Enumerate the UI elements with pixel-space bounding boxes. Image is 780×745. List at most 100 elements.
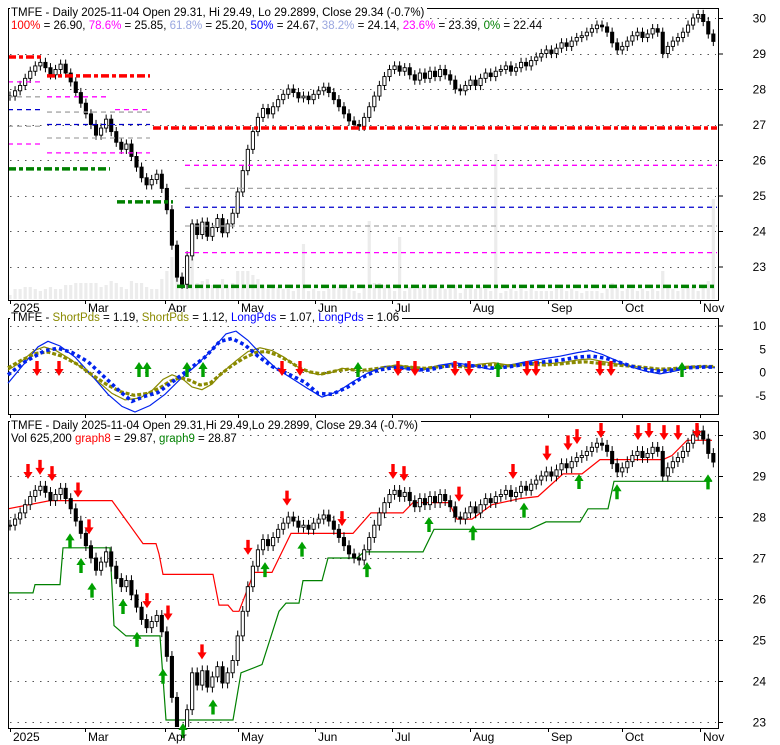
volume-bar [671,289,675,299]
sell-signal-arrow [464,361,474,376]
candle-body [93,124,99,136]
candle-body [336,528,341,538]
volume-bar [215,285,220,299]
sell-signal-arrow [692,423,702,438]
panel2-title: TMFE - ShortPds = 1.19, ShortPds = 1.12,… [10,312,403,325]
candle-body [503,65,508,70]
volume-bar [534,291,538,299]
y-axis-label: 23 [753,716,767,730]
sell-signal-arrow [542,445,552,461]
x-axis-label: Jul [395,730,410,744]
candle-body [235,191,240,214]
candle-body [306,95,311,101]
candle-body [417,498,422,508]
candle-body [63,487,68,499]
volume-bar [357,293,361,299]
legend-segment: 100% [11,20,41,32]
volume-bar [13,289,17,299]
volume-bar [661,271,665,299]
candle-body [139,166,144,179]
candle-body [154,614,159,623]
candle-body [529,60,534,67]
sell-signal-arrow [197,644,207,660]
legend-segment: Vol 625,200 [11,433,75,445]
volume-bar [155,289,159,299]
candle-body [68,498,73,510]
candle-body [78,520,83,534]
candle-body [18,512,23,520]
volume-bar [9,295,12,299]
candle-body [427,70,433,79]
candle-body [215,218,220,228]
candle-body [215,666,220,678]
candle-body [594,442,600,448]
x-axis-label: Oct [625,301,644,315]
candle-body [594,24,600,30]
candle-body [114,565,119,579]
candle-body [392,489,397,495]
candle-body [432,70,438,78]
candle-body [230,660,235,674]
candle-body [473,506,478,514]
candle-body [645,453,650,459]
candle-body [331,520,336,530]
volume-bar [322,291,326,299]
buy-signal-arrow [134,362,144,377]
candle-body [443,494,448,502]
volume-bar [362,285,366,299]
candle-body [407,67,412,76]
volume-bar [53,289,58,299]
candle-body [584,31,589,37]
candle-body [250,131,255,150]
candle-body [564,42,569,47]
volume-bar [301,244,306,299]
volume-bar [387,287,392,299]
volume-bar [256,279,260,299]
volume-bar [408,287,412,299]
volume-bar [119,287,123,299]
sell-signal-arrow [337,511,347,527]
candle-body [48,491,53,502]
candle-body [104,551,109,563]
volume-bar [160,279,164,299]
panel3-content [9,425,716,727]
volume-bar [489,291,493,299]
volume-bar [139,283,144,299]
x-axis-label: Jun [318,730,337,744]
candle-body [139,606,144,620]
candle-body [266,108,271,115]
candle-body [271,106,276,115]
candle-body [159,173,164,189]
volume-bar [559,289,564,299]
candle-body [210,226,215,237]
candle-body [696,13,701,19]
candle-body [685,442,691,452]
sell-signal-arrow [399,466,409,482]
volume-bar [74,283,78,299]
volume-bar [473,289,478,299]
y-axis-label: 25 [753,634,767,648]
volume-bar [114,283,118,299]
legend-segment: 0% [483,20,501,32]
candle-body [331,92,336,101]
candle-body [286,88,291,95]
LongPds-thick-line [6,336,716,404]
volume-bar [544,291,548,299]
candle-body [38,61,43,67]
candle-body [549,471,554,477]
y-axis-label: 27 [753,552,767,566]
candle-body [397,489,402,497]
volume-bar [367,221,371,299]
candle-body [422,498,427,506]
volume-bar [266,289,270,299]
candle-body [625,461,630,469]
candle-body [392,65,397,70]
candle-body [498,69,503,72]
volume-bar [610,283,614,299]
candle-body [412,500,417,508]
y-axis-label: -5 [755,389,766,403]
volume-bar [261,285,265,299]
candle-body [488,498,493,504]
candle-body [453,506,458,518]
